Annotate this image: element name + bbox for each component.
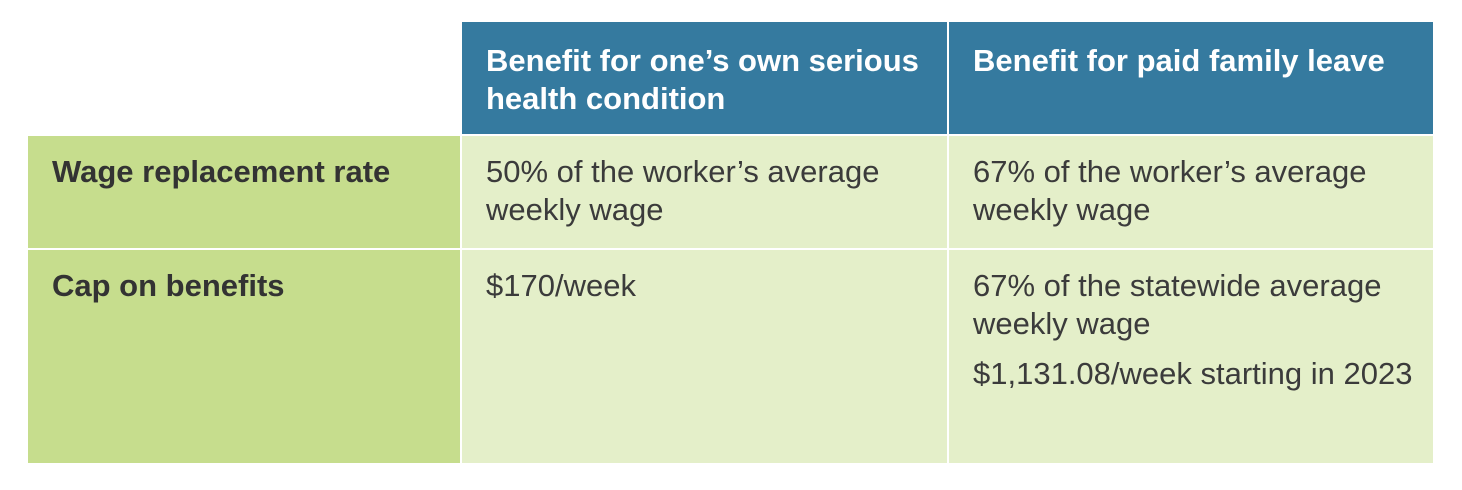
cell-wage-replacement-own-health: 50% of the worker’s average weekly wage [462, 136, 947, 248]
row-divider [949, 134, 1433, 136]
row-divider [28, 134, 460, 136]
cell-cap-own-health: $170/week [462, 250, 947, 463]
cell-text: $1,131.08/week starting in 2023 [973, 356, 1413, 391]
row-header-cap-on-benefits: Cap on benefits [28, 250, 460, 463]
row-divider [947, 134, 949, 136]
column-divider [460, 136, 462, 248]
column-divider [947, 22, 949, 134]
row-divider [947, 248, 949, 250]
column-divider [947, 136, 949, 248]
row-divider [462, 134, 947, 136]
benefits-table: Benefit for one’s own serious health con… [28, 22, 1433, 463]
cell-text: 67% of the worker’s average weekly wage [973, 154, 1367, 227]
row-divider [949, 248, 1433, 250]
cell-wage-replacement-family-leave: 67% of the worker’s average weekly wage [949, 136, 1433, 248]
row-divider [28, 248, 460, 250]
cell-text: 67% of the statewide average weekly wage [973, 268, 1382, 341]
column-divider [947, 250, 949, 463]
column-header-family-leave: Benefit for paid family leave [949, 22, 1433, 134]
row-header-wage-replacement: Wage replacement rate [28, 136, 460, 248]
row-divider [462, 248, 947, 250]
row-divider [460, 248, 462, 250]
cell-text: $170/week [486, 268, 636, 303]
cell-text: 50% of the worker’s average weekly wage [486, 154, 880, 227]
row-divider [460, 134, 462, 136]
table-corner-cell [28, 22, 460, 134]
cell-cap-family-leave: 67% of the statewide average weekly wage… [949, 250, 1433, 463]
column-header-own-health: Benefit for one’s own serious health con… [462, 22, 947, 134]
column-divider [460, 250, 462, 463]
column-divider [460, 22, 462, 134]
